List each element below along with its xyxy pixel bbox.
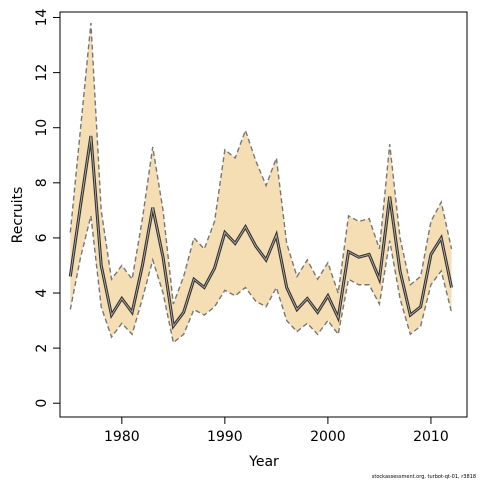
x-tick-label: 2010 — [413, 429, 449, 445]
y-tick-label: 10 — [34, 119, 50, 137]
y-axis-label: Recruits — [10, 187, 26, 244]
x-tick-label: 1990 — [207, 429, 243, 445]
estimate-line-inner — [69, 135, 452, 328]
x-tick-label: 2000 — [310, 429, 346, 445]
x-axis: 1980 1990 2000 2010 — [104, 417, 449, 445]
y-axis: 0 2 4 6 8 10 12 14 — [34, 9, 60, 408]
x-axis-label: Year — [248, 454, 279, 470]
confidence-band-area — [70, 23, 452, 343]
y-tick-label: 12 — [34, 64, 50, 82]
y-tick-label: 8 — [34, 178, 50, 187]
y-tick-label: 4 — [34, 288, 50, 297]
upper-bound-line — [69, 22, 453, 305]
lower-bound-line — [69, 215, 453, 344]
y-tick-label: 14 — [34, 9, 50, 27]
y-tick-label: 2 — [34, 344, 50, 353]
confidence-band — [70, 23, 452, 343]
source-caption: stockassessment.org, turbot-qt-01, r3818 — [372, 474, 476, 480]
plot-frame — [59, 11, 468, 418]
y-tick-label: 0 — [34, 399, 50, 408]
series-group — [68, 22, 454, 344]
x-tick-label: 1980 — [104, 429, 140, 445]
y-tick-label: 6 — [34, 233, 50, 242]
